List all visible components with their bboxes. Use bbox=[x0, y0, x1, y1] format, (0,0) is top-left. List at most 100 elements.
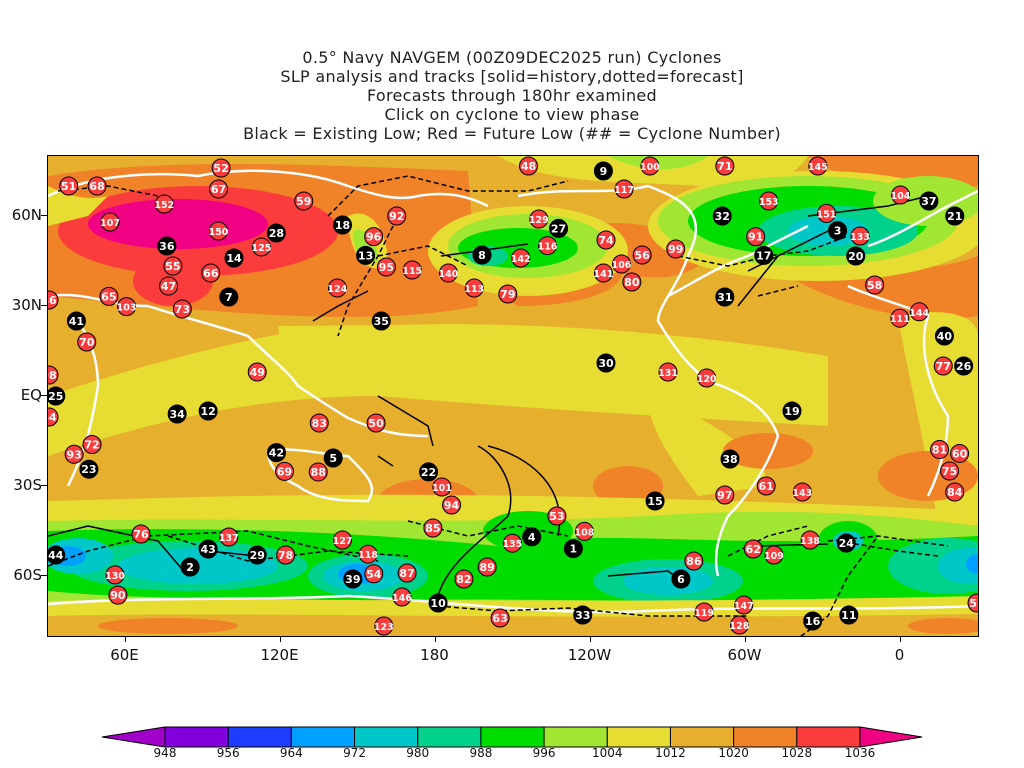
existing-low-circle[interactable] bbox=[428, 593, 448, 613]
future-low-circle[interactable] bbox=[909, 302, 929, 322]
cyclone-marker-41[interactable]: 41 bbox=[66, 311, 86, 331]
future-low-circle[interactable] bbox=[438, 263, 458, 283]
cyclone-marker-113[interactable]: 113 bbox=[464, 278, 484, 298]
cyclone-marker-152[interactable]: 152 bbox=[154, 194, 174, 214]
existing-low-circle[interactable] bbox=[219, 287, 239, 307]
existing-low-circle[interactable] bbox=[839, 605, 859, 625]
future-low-circle[interactable] bbox=[275, 461, 295, 481]
cyclone-marker-98[interactable]: 98 bbox=[39, 365, 59, 385]
future-low-circle[interactable] bbox=[333, 530, 352, 550]
cyclone-marker-84[interactable]: 84 bbox=[945, 482, 965, 502]
existing-low-circle[interactable] bbox=[371, 311, 391, 331]
existing-low-circle[interactable] bbox=[198, 539, 218, 559]
cyclone-marker-77[interactable]: 77 bbox=[933, 356, 953, 376]
cyclone-marker-56[interactable]: 56 bbox=[632, 245, 652, 265]
cyclone-marker-1[interactable]: 1 bbox=[563, 539, 583, 559]
cyclone-marker-57[interactable]: 57 bbox=[967, 593, 987, 613]
future-low-circle[interactable] bbox=[131, 524, 151, 544]
cyclone-marker-51[interactable]: 51 bbox=[59, 176, 79, 196]
cyclone-marker-91[interactable]: 91 bbox=[746, 227, 766, 247]
cyclone-marker-85[interactable]: 85 bbox=[423, 518, 443, 538]
future-low-circle[interactable] bbox=[64, 444, 84, 464]
existing-low-circle[interactable] bbox=[828, 221, 848, 241]
cyclone-marker-31[interactable]: 31 bbox=[715, 287, 735, 307]
future-low-circle[interactable] bbox=[658, 362, 678, 382]
future-low-circle[interactable] bbox=[209, 179, 228, 199]
future-low-circle[interactable] bbox=[538, 236, 558, 256]
cyclone-marker-151[interactable]: 151 bbox=[817, 203, 837, 223]
future-low-circle[interactable] bbox=[808, 156, 828, 176]
cyclone-marker-4[interactable]: 4 bbox=[522, 527, 542, 547]
cyclone-marker-128[interactable]: 128 bbox=[730, 615, 750, 635]
cyclone-marker-72[interactable]: 72 bbox=[82, 435, 102, 455]
future-low-circle[interactable] bbox=[172, 299, 192, 319]
cyclone-marker-124[interactable]: 124 bbox=[327, 278, 348, 298]
future-low-circle[interactable] bbox=[99, 286, 119, 306]
existing-low-circle[interactable] bbox=[934, 326, 954, 346]
existing-low-circle[interactable] bbox=[954, 356, 974, 376]
cyclone-marker-130[interactable]: 130 bbox=[105, 565, 125, 585]
future-low-circle[interactable] bbox=[364, 564, 384, 584]
cyclone-marker-48[interactable]: 48 bbox=[519, 156, 538, 176]
cyclone-marker-129[interactable]: 129 bbox=[529, 209, 549, 229]
existing-low-circle[interactable] bbox=[563, 539, 583, 559]
existing-low-circle[interactable] bbox=[167, 404, 187, 424]
cyclone-marker-52[interactable]: 52 bbox=[211, 158, 231, 178]
cyclone-marker-101[interactable]: 101 bbox=[432, 477, 452, 497]
future-low-circle[interactable] bbox=[308, 462, 328, 482]
existing-low-circle[interactable] bbox=[356, 245, 376, 265]
future-low-circle[interactable] bbox=[697, 368, 717, 388]
existing-low-circle[interactable] bbox=[198, 401, 218, 421]
future-low-circle[interactable] bbox=[792, 482, 812, 502]
future-low-circle[interactable] bbox=[402, 260, 422, 280]
existing-low-circle[interactable] bbox=[224, 248, 244, 268]
cyclone-marker-138[interactable]: 138 bbox=[800, 530, 820, 550]
future-low-circle[interactable] bbox=[640, 156, 660, 176]
future-low-circle[interactable] bbox=[309, 413, 329, 433]
future-low-circle[interactable] bbox=[108, 585, 128, 605]
future-low-circle[interactable] bbox=[596, 230, 616, 250]
existing-low-circle[interactable] bbox=[803, 611, 823, 631]
cyclone-marker-17[interactable]: 17 bbox=[754, 245, 774, 265]
cyclone-marker-147[interactable]: 147 bbox=[734, 595, 754, 615]
cyclone-marker-116[interactable]: 116 bbox=[538, 236, 558, 256]
cyclone-marker-59[interactable]: 59 bbox=[294, 191, 314, 211]
cyclone-marker-11[interactable]: 11 bbox=[839, 605, 859, 625]
cyclone-marker-10[interactable]: 10 bbox=[428, 593, 448, 613]
cyclone-marker-93[interactable]: 93 bbox=[64, 444, 84, 464]
existing-low-circle[interactable] bbox=[343, 569, 363, 589]
future-low-circle[interactable] bbox=[756, 476, 776, 496]
future-low-circle[interactable] bbox=[117, 297, 137, 317]
existing-low-circle[interactable] bbox=[419, 462, 439, 482]
cyclone-marker-118[interactable]: 118 bbox=[358, 544, 378, 564]
future-low-circle[interactable] bbox=[201, 263, 221, 283]
future-low-circle[interactable] bbox=[211, 158, 231, 178]
existing-low-circle[interactable] bbox=[836, 533, 856, 553]
future-low-circle[interactable] bbox=[364, 227, 384, 247]
cyclone-marker-22[interactable]: 22 bbox=[419, 462, 439, 482]
future-low-circle[interactable] bbox=[477, 557, 497, 577]
cyclone-marker-54[interactable]: 54 bbox=[364, 564, 384, 584]
existing-low-circle[interactable] bbox=[323, 448, 343, 468]
cyclone-marker-86[interactable]: 86 bbox=[684, 551, 704, 571]
future-low-circle[interactable] bbox=[593, 263, 613, 283]
existing-low-circle[interactable] bbox=[266, 443, 286, 463]
cyclone-marker-150[interactable]: 150 bbox=[209, 221, 229, 241]
future-low-circle[interactable] bbox=[376, 257, 396, 277]
future-low-circle[interactable] bbox=[612, 254, 631, 274]
cyclone-marker-2[interactable]: 2 bbox=[180, 557, 200, 577]
cyclone-marker-7[interactable]: 7 bbox=[219, 287, 239, 307]
cyclone-marker-12[interactable]: 12 bbox=[198, 401, 218, 421]
future-low-circle[interactable] bbox=[715, 156, 735, 176]
cyclone-marker-97[interactable]: 97 bbox=[715, 485, 735, 505]
existing-low-circle[interactable] bbox=[671, 569, 691, 589]
existing-low-circle[interactable] bbox=[720, 449, 740, 469]
cyclone-marker-36[interactable]: 36 bbox=[157, 236, 177, 256]
future-low-circle[interactable] bbox=[358, 544, 378, 564]
cyclone-marker-14[interactable]: 14 bbox=[224, 248, 244, 268]
future-low-circle[interactable] bbox=[366, 413, 386, 433]
future-low-circle[interactable] bbox=[502, 533, 522, 553]
future-low-circle[interactable] bbox=[397, 563, 417, 583]
future-low-circle[interactable] bbox=[77, 332, 97, 352]
cyclone-marker-141[interactable]: 141 bbox=[593, 263, 613, 283]
